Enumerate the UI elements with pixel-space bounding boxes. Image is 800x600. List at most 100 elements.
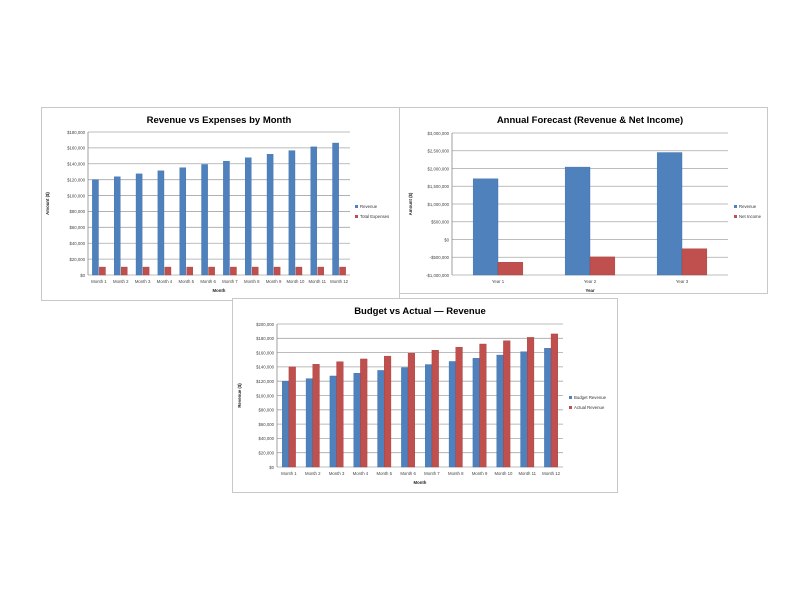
bar-revenue (135, 173, 143, 276)
bar-revenue (332, 142, 339, 276)
bar-net-income (589, 256, 616, 276)
bar-actual-revenue (527, 337, 535, 468)
x-tick-label: Month 3 (135, 279, 151, 284)
x-tick-label: Year 3 (676, 279, 689, 284)
chart-budget-vs-actual: Budget vs Actual — Revenue $0 $20,000 $40,0… (232, 298, 618, 493)
x-tick-label: Month 8 (244, 279, 260, 284)
bar-budget-revenue (544, 348, 552, 468)
y-axis-title: Amount ($) (408, 192, 413, 215)
x-tick-label: Year 1 (492, 279, 505, 284)
x-tick-label: Month 10 (494, 471, 513, 476)
y-tick-label: $180,000 (256, 336, 275, 341)
chart-svg: Revenue vs Expenses by Month $0 $20,000 $40… (45, 115, 389, 293)
bar-budget-revenue (425, 364, 433, 468)
bar-total-expenses (273, 266, 281, 276)
x-tick-label: Month 10 (286, 279, 305, 284)
x-tick-label: Month 2 (305, 471, 321, 476)
bar-budget-revenue (448, 361, 456, 468)
bar-revenue (223, 160, 230, 276)
bar-actual-revenue (431, 350, 439, 468)
x-tick-label: Month 1 (91, 279, 107, 284)
x-tick-label: Month 2 (113, 279, 129, 284)
x-tick-label: Month 11 (308, 279, 326, 284)
bar-total-expenses (164, 266, 172, 276)
x-tick-label: Month 9 (266, 279, 282, 284)
legend-label: Net Income (739, 214, 762, 219)
x-tick-label: Month 5 (376, 471, 392, 476)
bar-budget-revenue (282, 380, 290, 468)
x-tick-label: Month 3 (329, 471, 345, 476)
legend-label: Budget Revenue (574, 395, 607, 400)
bar-actual-revenue (288, 366, 296, 468)
y-tick-label: $60,000 (258, 422, 274, 427)
bar-revenue (266, 154, 274, 276)
bar-total-expenses (230, 266, 237, 276)
y-tick-label: $80,000 (258, 408, 274, 413)
bar-budget-revenue (401, 367, 409, 468)
y-tick-label: $140,000 (256, 365, 275, 370)
bar-total-expenses (208, 266, 215, 276)
x-tick-label: Month 7 (222, 279, 238, 284)
bar-revenue (564, 166, 591, 276)
bar-total-expenses (251, 266, 259, 276)
x-tick-label: Month 4 (157, 279, 173, 284)
y-tick-label: $160,000 (67, 146, 86, 151)
y-tick-label: $40,000 (69, 241, 85, 246)
y-tick-label: $1,500,000 (427, 184, 449, 189)
legend-label: Revenue (360, 204, 378, 209)
bar-total-expenses (295, 266, 303, 276)
y-tick-label: $140,000 (67, 162, 86, 167)
y-tick-label: $180,000 (67, 130, 86, 135)
y-axis-title: Revenue ($) (237, 383, 242, 408)
legend-swatch (734, 215, 737, 218)
legend-swatch (355, 205, 358, 208)
y-tick-label: $500,000 (431, 220, 450, 225)
x-axis-title: Month (414, 480, 427, 485)
y-tick-label: $1,000,000 (427, 202, 449, 207)
bar-revenue (92, 179, 99, 276)
bar-revenue (310, 146, 318, 276)
x-tick-label: Month 6 (400, 471, 416, 476)
bar-budget-revenue (377, 370, 385, 468)
chart-svg: Budget vs Actual — Revenue $0 $20,000 $40,0… (237, 306, 607, 485)
bar-total-expenses (120, 266, 128, 276)
bar-budget-revenue (520, 351, 528, 468)
y-tick-label: $160,000 (256, 350, 275, 355)
x-tick-label: Month 9 (472, 471, 488, 476)
bar-actual-revenue (503, 340, 511, 468)
y-tick-label: $0 (80, 273, 85, 278)
bar-actual-revenue (479, 343, 487, 468)
y-tick-label: $3,000,000 (427, 131, 449, 136)
legend-label: Revenue (739, 204, 757, 209)
bar-revenue (656, 152, 683, 276)
bar-actual-revenue (336, 361, 344, 468)
chart-title: Annual Forecast (Revenue & Net Income) (497, 115, 683, 126)
bar-budget-revenue (329, 375, 337, 468)
x-axis-title: Year (585, 288, 594, 293)
bar-net-income (497, 262, 524, 276)
y-tick-label: $2,500,000 (427, 149, 449, 154)
y-tick-label: $200,000 (256, 322, 275, 327)
bar-actual-revenue (550, 333, 558, 468)
x-axis-title: Month (213, 288, 226, 293)
y-tick-label: -$1,000,000 (426, 273, 450, 278)
bar-revenue (113, 176, 121, 276)
bar-total-expenses (317, 266, 325, 276)
legend-swatch (355, 215, 358, 218)
x-tick-label: Month 12 (330, 279, 349, 284)
chart-title: Revenue vs Expenses by Month (147, 115, 292, 126)
y-tick-label: $60,000 (69, 225, 85, 230)
bar-revenue (244, 157, 252, 276)
legend-label: Total Expenses (360, 214, 389, 219)
y-tick-label: $80,000 (69, 209, 85, 214)
bar-budget-revenue (305, 378, 313, 468)
y-tick-label: $0 (444, 237, 449, 242)
y-tick-label: $40,000 (258, 436, 274, 441)
x-tick-label: Month 11 (518, 471, 536, 476)
bar-total-expenses (186, 266, 193, 276)
bar-actual-revenue (360, 358, 368, 468)
x-tick-label: Month 7 (424, 471, 440, 476)
x-tick-label: Year 2 (584, 279, 597, 284)
y-tick-label: $120,000 (256, 379, 275, 384)
bar-revenue (288, 150, 296, 276)
